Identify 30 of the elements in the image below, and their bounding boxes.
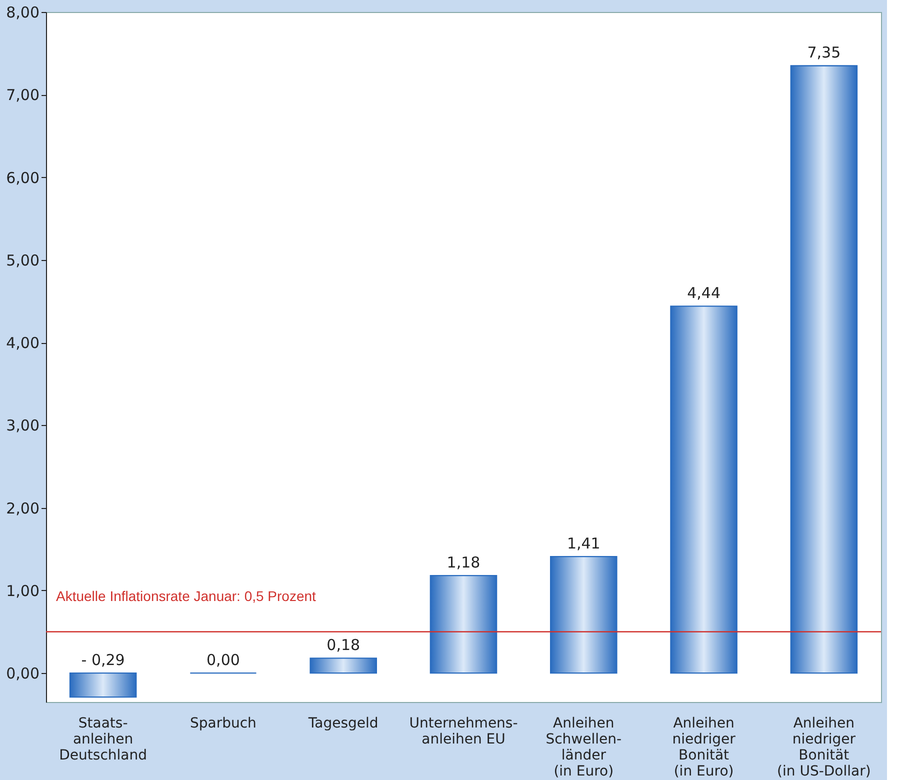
x-tick-label: Anleihen niedriger Bonität (in Euro) (672, 716, 736, 780)
y-tick-label: 0,00 (6, 664, 40, 683)
y-tick-label: 8,00 (6, 4, 40, 22)
bar (550, 556, 618, 674)
y-tick-label: 5,00 (6, 251, 40, 270)
bar (310, 658, 377, 674)
y-tick-label: 2,00 (6, 499, 40, 518)
y-tick-label: 4,00 (6, 334, 40, 352)
data-label: 0,00 (206, 651, 240, 670)
data-label: 4,44 (687, 284, 720, 302)
x-tick-label: Unternehmens- anleihen EU (409, 716, 518, 748)
y-tick-label: 6,00 (6, 168, 40, 187)
x-tick-label: Sparbuch (190, 716, 256, 732)
bar (670, 306, 738, 674)
x-tick-label: Tagesgeld (307, 716, 378, 732)
data-label: 1,18 (446, 554, 480, 572)
x-tick-label: Anleihen niedriger Bonität (in US-Dollar) (777, 716, 871, 780)
bar (790, 65, 858, 674)
y-tick-label: 1,00 (6, 582, 40, 600)
data-label: 0,18 (326, 636, 360, 654)
x-tick-label: Anleihen Schwellen- länder (in Euro) (546, 716, 622, 780)
data-label: 7,35 (807, 44, 841, 62)
y-tick-label: 7,00 (6, 86, 40, 104)
bar (69, 672, 137, 698)
x-tick-label: Staats- anleihen Deutschland (59, 716, 147, 764)
data-label: 1,41 (566, 534, 600, 553)
data-label: - 0,29 (81, 651, 125, 670)
bar (430, 574, 498, 674)
y-tick-label: 3,00 (6, 416, 40, 435)
ref-line-label: Aktuelle Inflationsrate Januar: 0,5 Prozent (56, 588, 316, 604)
